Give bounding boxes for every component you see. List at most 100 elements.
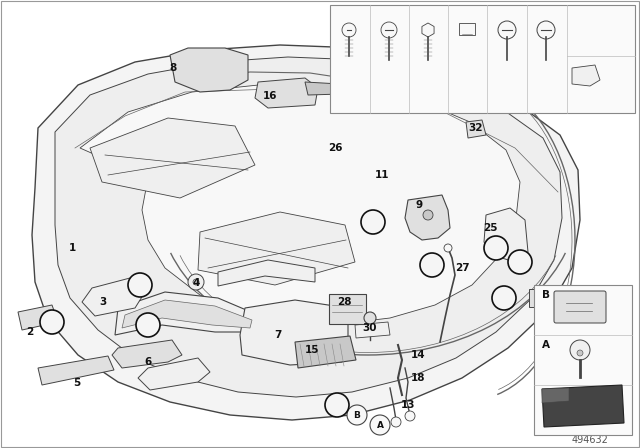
Text: 23: 23 [331,401,343,409]
Text: 494632: 494632 [572,435,609,445]
Circle shape [188,274,204,290]
Text: 14: 14 [411,350,426,360]
Circle shape [484,236,508,260]
Polygon shape [80,84,520,324]
Text: 26: 26 [328,143,342,153]
Polygon shape [466,120,486,138]
Text: 28: 28 [337,297,351,307]
Text: 30: 30 [363,323,377,333]
Text: A: A [542,340,550,350]
Text: 10: 10 [546,8,561,18]
Polygon shape [542,388,569,403]
Polygon shape [170,48,248,92]
FancyBboxPatch shape [534,285,632,435]
Circle shape [370,415,390,435]
Polygon shape [218,260,315,286]
Circle shape [423,210,433,220]
Circle shape [391,417,401,427]
Polygon shape [55,57,562,397]
Circle shape [193,279,199,285]
Polygon shape [115,292,258,335]
Text: 8: 8 [170,63,177,73]
Polygon shape [18,305,58,330]
Circle shape [537,21,555,39]
Text: 21: 21 [141,320,154,329]
Text: 15: 15 [305,345,319,355]
Polygon shape [255,78,318,108]
Circle shape [364,312,376,324]
Polygon shape [240,300,348,365]
Text: 5: 5 [74,378,81,388]
Text: 12: 12 [500,9,515,19]
FancyBboxPatch shape [329,294,366,324]
Text: 10: 10 [426,260,438,270]
Polygon shape [305,82,342,95]
Circle shape [342,23,356,37]
Text: 29: 29 [349,8,364,18]
Circle shape [136,313,160,337]
Polygon shape [82,278,145,316]
Polygon shape [122,300,252,328]
Text: 17: 17 [569,290,583,300]
Circle shape [128,273,152,297]
Polygon shape [484,208,528,262]
Text: 1: 1 [68,243,76,253]
Polygon shape [572,65,600,86]
Polygon shape [112,340,182,368]
Text: 11: 11 [375,170,389,180]
FancyBboxPatch shape [330,5,635,113]
Polygon shape [405,195,450,240]
Text: 20: 20 [514,258,526,267]
FancyBboxPatch shape [459,23,475,35]
Polygon shape [198,212,355,285]
Text: 31: 31 [45,318,58,327]
Circle shape [381,22,397,38]
Circle shape [508,250,532,274]
Circle shape [492,286,516,310]
Polygon shape [295,336,356,368]
Circle shape [420,253,444,277]
Polygon shape [138,358,210,390]
Text: 16: 16 [263,91,277,101]
Text: 31: 31 [582,57,596,67]
Text: 9: 9 [415,200,422,210]
Text: 4: 4 [192,278,200,288]
Polygon shape [32,45,580,420]
Polygon shape [355,322,390,338]
Text: 21: 21 [582,13,596,23]
Polygon shape [422,23,434,37]
Text: 13: 13 [401,400,415,410]
Text: 22: 22 [498,293,510,302]
Text: 24: 24 [389,8,404,18]
Text: 20: 20 [428,8,442,18]
Circle shape [577,350,583,356]
Circle shape [347,405,367,425]
Circle shape [361,210,385,234]
Polygon shape [90,118,255,198]
Text: 18: 18 [411,373,425,383]
Text: B: B [353,410,360,419]
Polygon shape [38,356,114,385]
Circle shape [40,310,64,334]
Text: 29: 29 [367,217,380,227]
Circle shape [325,393,349,417]
Text: 2: 2 [26,327,34,337]
Circle shape [570,340,590,360]
Circle shape [444,244,452,252]
Text: 3: 3 [99,297,107,307]
Text: 32: 32 [468,123,483,133]
Text: 19: 19 [467,8,481,18]
Text: 12: 12 [507,8,522,18]
Text: 7: 7 [275,330,282,340]
Text: 31: 31 [134,280,147,289]
Text: A: A [376,421,383,430]
Circle shape [405,411,415,421]
Text: 27: 27 [454,263,469,273]
FancyBboxPatch shape [529,289,553,307]
Circle shape [498,21,516,39]
FancyBboxPatch shape [554,291,606,323]
Polygon shape [542,385,624,427]
Text: B: B [542,290,550,300]
Text: 25: 25 [483,223,497,233]
Text: 6: 6 [145,357,152,367]
